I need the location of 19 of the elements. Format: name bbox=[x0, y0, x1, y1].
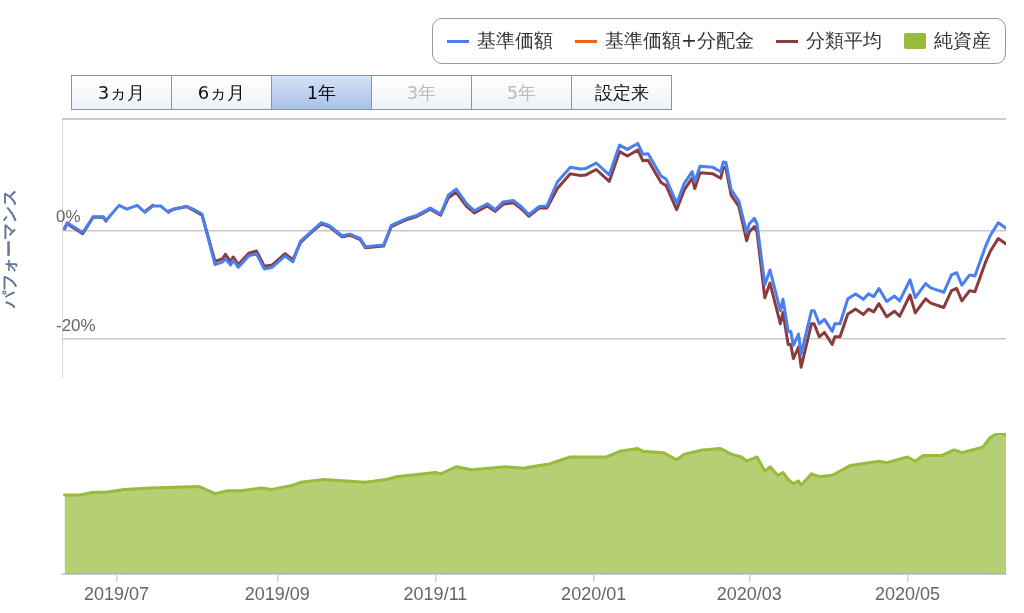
text: 3年 bbox=[371, 75, 472, 110]
x-tick-label: 2019/11 bbox=[403, 583, 468, 604]
x-tick-label: 2020/03 bbox=[716, 583, 782, 604]
legend-label: 純資産 bbox=[934, 28, 991, 53]
x-tick-label: 2020/05 bbox=[874, 583, 940, 604]
legend-label: 基準価額+分配金 bbox=[605, 28, 754, 53]
legend-label: 分類平均 bbox=[806, 28, 882, 53]
x-tick-label: 2019/07 bbox=[83, 583, 149, 604]
text: 1年 bbox=[271, 75, 372, 110]
legend-label: 基準価額 bbox=[477, 28, 554, 53]
x-tick-label: 2020/01 bbox=[561, 583, 627, 604]
x-tick-label: 2019/09 bbox=[244, 583, 310, 604]
text: 6ヵ月 bbox=[171, 75, 272, 110]
y-axis-title: パフォーマンス bbox=[0, 188, 19, 309]
text: 設定来 bbox=[571, 75, 672, 110]
y-tick-label: 0% bbox=[56, 207, 81, 227]
y-tick-label: -20% bbox=[56, 315, 96, 335]
text: 3ヵ月 bbox=[71, 75, 172, 110]
text: 5年 bbox=[471, 75, 572, 110]
